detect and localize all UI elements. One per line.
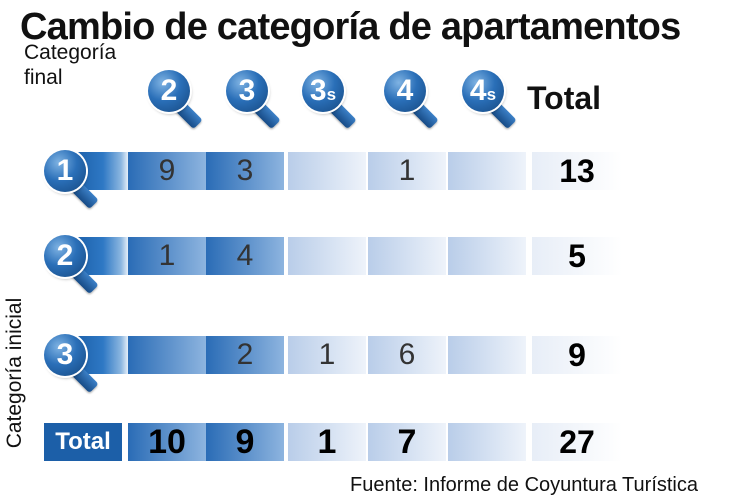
key-head <box>44 235 86 277</box>
key-number: 4 <box>396 74 414 107</box>
table-cell <box>448 336 526 374</box>
row-total: 9 <box>532 336 622 374</box>
table-cell <box>288 237 366 275</box>
total-cell <box>448 423 526 461</box>
column-axis-label: Categoría final <box>24 41 117 89</box>
key-head <box>462 70 504 112</box>
key-number: 3 <box>238 74 256 107</box>
key-label: 3 <box>226 70 268 112</box>
column-key-icon-2: 3 <box>226 70 296 136</box>
key-head <box>148 70 190 112</box>
table-cell: 3 <box>206 152 284 190</box>
key-head <box>226 70 268 112</box>
total-row-label: Total <box>44 423 122 461</box>
table-cell: 1 <box>368 152 446 190</box>
column-key-icon-3: 3s <box>302 70 372 136</box>
row-axis-label: Categoría inicial <box>3 297 26 448</box>
table-cell: 1 <box>128 237 206 275</box>
table-cell: 6 <box>368 336 446 374</box>
source-note: Fuente: Informe de Coyuntura Turística <box>350 474 698 496</box>
key-label: 2 <box>44 235 86 277</box>
row-axis-label-wrapper: Categoría inicial <box>0 265 30 480</box>
table-cell <box>368 237 446 275</box>
column-key-icon-1: 2 <box>148 70 218 136</box>
key-head <box>44 334 86 376</box>
row-key-icon-1: 1 <box>44 150 114 216</box>
total-cell: 1 <box>288 423 366 461</box>
row-total: 13 <box>532 152 622 190</box>
column-key-icon-5: 4s <box>462 70 532 136</box>
row-key-icon-3: 3 <box>44 334 114 400</box>
key-number: 3 <box>309 74 327 107</box>
total-column-header: Total <box>527 80 602 116</box>
table-cell <box>128 336 206 374</box>
table-cell: 9 <box>128 152 206 190</box>
key-label: 4 <box>384 70 426 112</box>
key-label: 2 <box>148 70 190 112</box>
key-number: 2 <box>56 239 74 272</box>
page-title: Cambio de categoría de apartamentos <box>20 6 681 48</box>
key-label: 3s <box>302 70 344 112</box>
key-suffix: s <box>326 85 337 104</box>
key-number: 3 <box>56 338 74 371</box>
row-total: 5 <box>532 237 622 275</box>
table-cell: 2 <box>206 336 284 374</box>
table-cell: 1 <box>288 336 366 374</box>
row-key-icon-2: 2 <box>44 235 114 301</box>
key-number: 2 <box>160 74 178 107</box>
total-cell: 9 <box>206 423 284 461</box>
key-head <box>384 70 426 112</box>
key-label: 4s <box>462 70 504 112</box>
key-number: 1 <box>56 154 74 187</box>
column-key-icon-4: 4 <box>384 70 454 136</box>
table-cell <box>448 152 526 190</box>
grand-total: 27 <box>532 423 622 461</box>
key-label: 1 <box>44 150 86 192</box>
key-suffix: s <box>486 85 497 104</box>
key-label: 3 <box>44 334 86 376</box>
key-number: 4 <box>469 74 487 107</box>
table-cell: 4 <box>206 237 284 275</box>
table-cell <box>288 152 366 190</box>
key-head <box>44 150 86 192</box>
total-cell: 10 <box>128 423 206 461</box>
total-cell: 7 <box>368 423 446 461</box>
key-head <box>302 70 344 112</box>
table-cell <box>448 237 526 275</box>
